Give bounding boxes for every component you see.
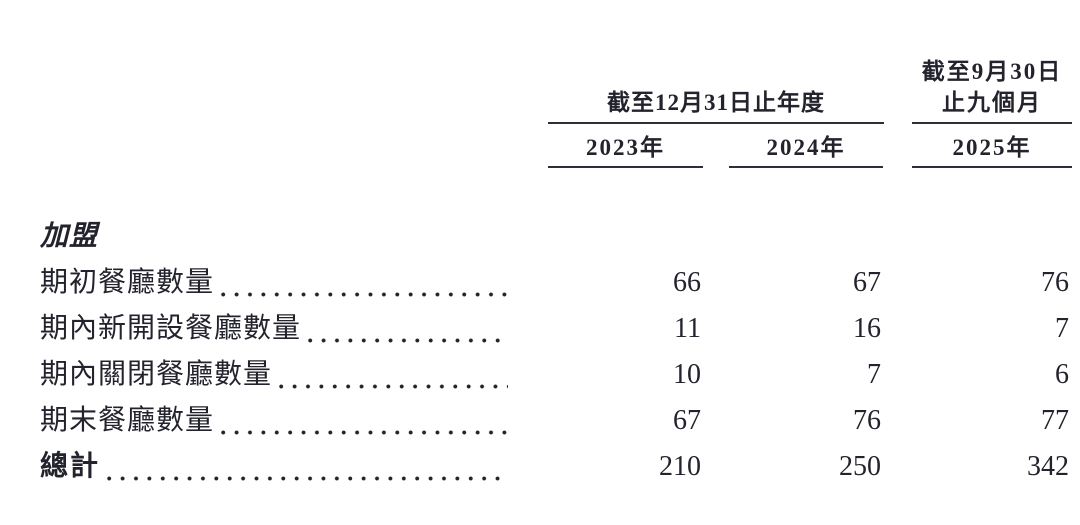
empty-cell (510, 214, 703, 260)
empty-cell (703, 214, 883, 260)
table-body: 加盟 期初餐廳數量 66 67 76 期內新開設餐廳數量 11 16 7 (40, 214, 1071, 490)
row-label: 總計 (40, 451, 101, 482)
value-2025: 7 (1055, 313, 1069, 344)
year-rule-2025 (912, 166, 1072, 168)
row-label: 期末餐廳數量 (40, 405, 215, 436)
section-label-cell: 加盟 (40, 214, 510, 260)
row-label: 期初餐廳數量 (40, 267, 215, 298)
annual-group-rule (548, 122, 884, 124)
row-label-cell: 期內關閉餐廳數量 (40, 352, 510, 398)
value-2023: 10 (673, 359, 701, 390)
table-row-total: 總計 210 250 342 (40, 444, 1071, 490)
year-header-2024: 2024年 (766, 135, 846, 160)
value-2024: 250 (839, 451, 881, 482)
value-2025: 77 (1041, 405, 1069, 436)
value-2023: 66 (673, 267, 701, 298)
period-header-interim: 截至9月30日 止九個月 (912, 56, 1072, 118)
value-2025: 6 (1055, 359, 1069, 390)
value-2024: 76 (853, 405, 881, 436)
row-label: 期內新開設餐廳數量 (40, 313, 302, 344)
table-row-closed-count: 期內關閉餐廳數量 10 7 6 (40, 352, 1071, 398)
row-label: 期內關閉餐廳數量 (40, 359, 273, 390)
row-label-cell: 期內新開設餐廳數量 (40, 306, 510, 352)
dot-leader (221, 430, 508, 435)
value-2023: 11 (674, 313, 701, 344)
table-row-beginning-count: 期初餐廳數量 66 67 76 (40, 260, 1071, 306)
period-header-interim-line1: 截至9月30日 (921, 59, 1063, 84)
empty-cell (883, 214, 1071, 260)
value-2023: 67 (673, 405, 701, 436)
row-label-cell: 期末餐廳數量 (40, 398, 510, 444)
value-2025: 76 (1041, 267, 1069, 298)
value-2024: 16 (853, 313, 881, 344)
period-header-interim-line2: 止九個月 (942, 90, 1042, 115)
year-rule-2024 (729, 166, 883, 168)
table-row-new-opened-count: 期內新開設餐廳數量 11 16 7 (40, 306, 1071, 352)
row-label-cell: 期初餐廳數量 (40, 260, 510, 306)
year-header-2023: 2023年 (586, 135, 665, 160)
table-row-ending-count: 期末餐廳數量 67 76 77 (40, 398, 1071, 444)
dot-leader (279, 384, 508, 389)
dot-leader (107, 476, 508, 481)
dot-leader (308, 338, 508, 343)
interim-group-rule (912, 122, 1072, 124)
value-2025: 342 (1027, 451, 1069, 482)
row-label-cell: 總計 (40, 444, 510, 490)
section-label: 加盟 (40, 221, 99, 252)
section-row-franchise: 加盟 (40, 214, 1071, 260)
value-2023: 210 (659, 451, 701, 482)
year-rule-2023 (548, 166, 703, 168)
period-header-annual: 截至12月31日止年度 (607, 90, 825, 115)
value-2024: 67 (853, 267, 881, 298)
dot-leader (221, 292, 508, 297)
value-2024: 7 (867, 359, 881, 390)
year-header-2025: 2025年 (952, 135, 1032, 160)
